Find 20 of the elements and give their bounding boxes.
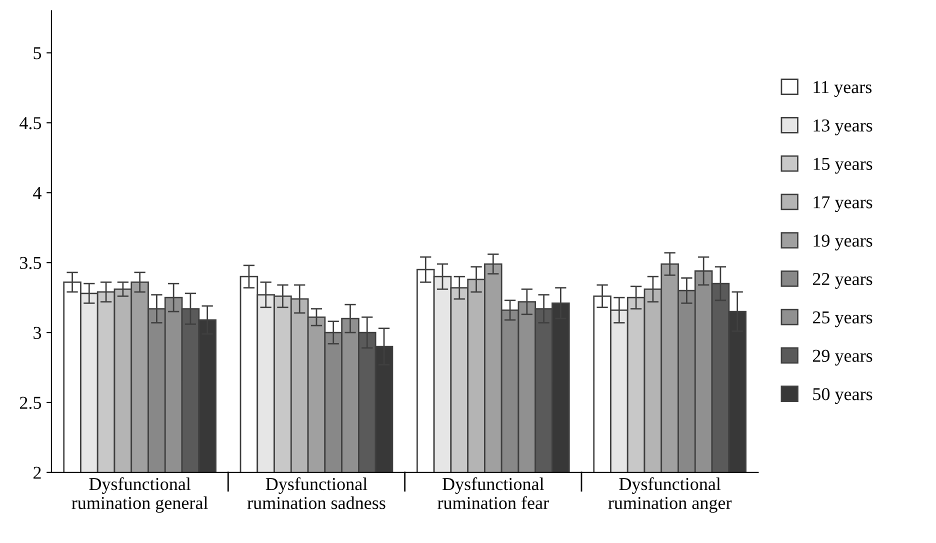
x-tick-label: Dysfunctional rumination anger [608,477,732,513]
x-tick-label: Dysfunctional rumination sadness [247,477,386,510]
x-tick-label: Dysfunctional rumination fear [438,477,549,510]
y-tick-label: 3 [34,326,42,339]
legend-label: 11 years [814,81,872,97]
x-tick-label: Dysfunctional rumination general [72,477,208,513]
legend-label: 13 years [814,119,872,136]
legend-label: 17 years [814,196,872,212]
legend-label: 22 years [812,272,872,289]
legend-label: 25 years [812,311,872,328]
y-tick-label: 4 [33,187,42,199]
legend-label: 29 years [812,350,872,366]
y-tick-label: 4.5 [20,117,42,130]
y-tick-label: 3.5 [20,256,42,270]
legend-label: 15 years [814,158,872,174]
legend-label: 50 years [813,388,872,404]
y-tick-label: 5 [34,47,42,60]
y-tick-label: 2.5 [20,396,42,409]
y-tick-label: 2 [34,466,41,479]
legend-label: 19 years [814,234,872,250]
